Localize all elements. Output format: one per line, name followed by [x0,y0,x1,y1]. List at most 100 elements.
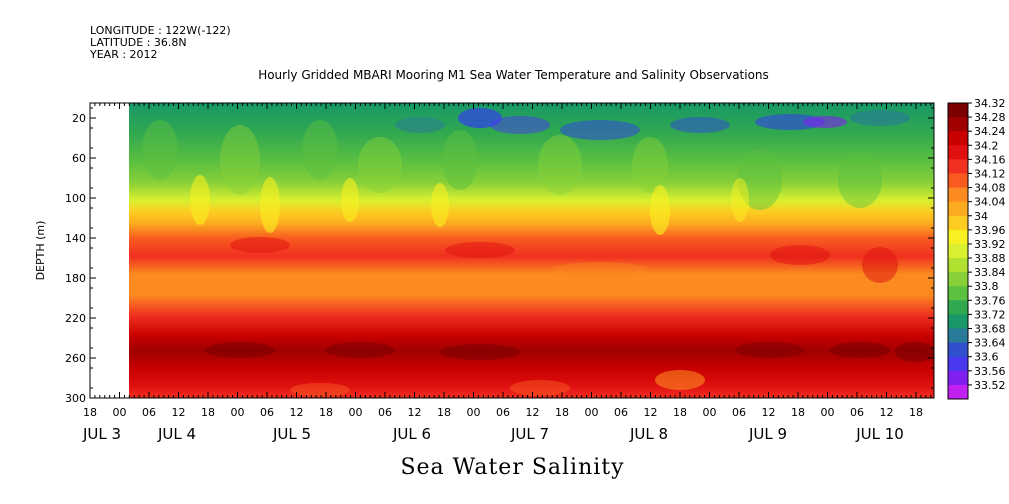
x-hour-label: 12 [644,406,658,419]
colorbar-label: 33.72 [974,308,1006,321]
colorbar-label: 33.96 [974,224,1006,237]
y-axis-label: DEPTH (m) [34,221,47,281]
colorbar-swatch [948,300,968,315]
field-patch [442,130,478,190]
colorbar-label: 34.28 [974,111,1006,124]
x-hour-label: 18 [319,406,333,419]
x-hour-label: 00 [585,406,599,419]
field-patch [670,117,730,133]
field-patch [550,262,650,278]
y-tick-label: 260 [65,352,86,365]
colorbar-swatch [948,272,968,287]
x-day-label: JUL 8 [629,425,668,443]
chart-title: Hourly Gridded MBARI Mooring M1 Sea Wate… [258,68,769,82]
colorbar-swatch [948,159,968,174]
colorbar-swatch [948,356,968,372]
field-patch [440,344,520,360]
y-tick-label: 220 [65,312,86,325]
variable-title: Sea Water Salinity [400,455,625,480]
x-hour-label: 12 [880,406,894,419]
x-day-label: JUL 9 [748,425,787,443]
colorbar-label: 33.92 [974,238,1006,251]
x-day-label: JUL 10 [855,425,904,443]
colorbar-label: 34.12 [974,167,1006,180]
colorbar-label: 33.6 [974,351,999,364]
colorbar-label: 34.24 [974,125,1006,138]
colorbar-swatch [948,286,968,301]
field-patch [341,178,359,222]
field-patch [445,242,515,258]
y-tick-label: 300 [65,392,86,405]
field-patch [731,178,749,222]
year-label: YEAR : 2012 [90,48,158,61]
colorbar-swatch [948,384,968,400]
colorbar-label: 33.52 [974,379,1006,392]
x-day-label: JUL 5 [272,425,311,443]
field-patch [850,110,910,126]
x-hour-label: 06 [378,406,392,419]
colorbar-swatch [948,342,968,358]
colorbar-swatch [948,103,968,118]
x-hour-label: 12 [172,406,186,419]
field-texture [142,108,934,397]
colorbar-label: 34.04 [974,196,1006,209]
x-hour-label: 00 [113,406,127,419]
colorbar-label: 33.56 [974,365,1006,378]
y-tick-label: 140 [65,232,86,245]
colorbar-label: 33.8 [974,280,999,293]
x-hour-label: 18 [909,406,923,419]
y-tick-label: 20 [72,112,86,125]
colorbar-swatch [948,187,968,203]
field-patch [895,342,934,362]
colorbar-label: 33.64 [974,337,1006,350]
no-data-region [90,103,129,398]
colorbar-label: 33.88 [974,252,1006,265]
colorbar-swatch [948,243,968,259]
colorbar-swatch [948,201,968,217]
colorbar: 34.3234.2834.2434.234.1634.1234.0834.043… [947,97,1006,400]
colorbar-swatch [948,173,968,189]
field-patch [560,120,640,140]
field-patch [510,380,570,396]
colorbar-label: 33.84 [974,266,1006,279]
field-patch [431,183,449,227]
x-hour-label: 12 [290,406,304,419]
colorbar-label: 33.76 [974,294,1006,307]
field-patch [738,150,782,210]
y-tick-label: 180 [65,272,86,285]
x-hour-label: 18 [791,406,805,419]
field-patch [260,177,280,233]
x-hour-label: 06 [496,406,510,419]
colorbar-label: 34.08 [974,182,1006,195]
field-patch [830,342,890,358]
x-hour-label: 00 [349,406,363,419]
x-hour-label: 00 [467,406,481,419]
field-patch [230,237,290,253]
colorbar-label: 34.16 [974,153,1006,166]
field-patch [655,370,705,390]
field-patch [302,120,338,180]
colorbar-label: 33.68 [974,323,1006,336]
colorbar-swatch [948,131,968,146]
colorbar-swatch [948,328,968,344]
field-patch [538,135,582,195]
x-hour-label: 00 [821,406,835,419]
field-patch [770,245,830,265]
field-patch [862,247,898,283]
field-patch [632,137,668,193]
field-patch [205,342,275,358]
field-patch [490,116,550,134]
field-patch [803,116,847,128]
x-day-label: JUL 6 [392,425,431,443]
field-patch [358,137,402,193]
axes: 20 60 100 140 180 220 260 300 DEPTH (m) 18 00 06 12 1… [34,102,935,443]
x-hour-label: 06 [732,406,746,419]
x-hour-label: 12 [408,406,422,419]
field-patch [325,342,395,358]
x-hour-label: 18 [555,406,569,419]
x-hour-label: 12 [526,406,540,419]
field-patch [735,342,805,358]
colorbar-swatch [948,229,968,245]
